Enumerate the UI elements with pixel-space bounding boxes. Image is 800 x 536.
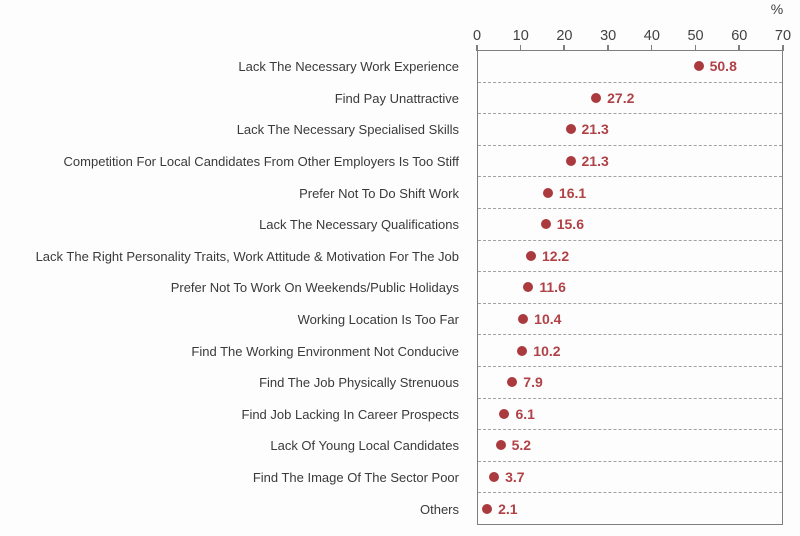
category-label: Lack The Necessary Work Experience: [238, 59, 459, 75]
axis-tick-label: 10: [512, 28, 529, 44]
axis-tick: [738, 45, 740, 51]
value-label: 21.3: [581, 121, 609, 138]
data-point-dot: [565, 124, 576, 135]
data-point-dot: [523, 282, 534, 293]
value-label: 15.6: [556, 216, 584, 233]
axis-tick: [476, 45, 478, 51]
value-label: 7.9: [523, 374, 543, 391]
category-label: Others: [419, 501, 459, 517]
chart-row: 15.6: [478, 209, 782, 241]
data-point-dot: [482, 503, 493, 514]
data-point-dot: [525, 250, 536, 261]
value-label: 27.2: [607, 89, 635, 106]
chart-row: 16.1: [478, 177, 782, 209]
chart-row: 50.8: [478, 51, 782, 83]
category-label: Lack Of Young Local Candidates: [270, 438, 459, 454]
chart-row: 11.6: [478, 272, 782, 304]
chart-row: 21.3: [478, 146, 782, 178]
data-point-dot: [693, 61, 704, 72]
axis-tick-label: 50: [687, 28, 704, 44]
plot-area: 50.8 27.2 21.3 21.3 16.1 15.6 12.2 11.6 10.4 10.2…: [477, 51, 783, 525]
category-label: Lack The Right Personality Traits, Work …: [35, 248, 459, 264]
value-label: 3.7: [505, 469, 525, 486]
value-label: 2.1: [498, 500, 518, 517]
axis-line: [476, 45, 784, 51]
value-label: 11.6: [539, 279, 566, 296]
category-label: Find The Working Environment Not Conduci…: [191, 343, 459, 359]
value-label: 50.8: [709, 58, 737, 75]
axis-unit-label: %: [770, 1, 784, 17]
axis-tick: [694, 45, 697, 51]
chart-row: 10.2: [478, 335, 782, 367]
data-point-dot: [489, 472, 500, 483]
data-point-dot: [518, 314, 529, 325]
category-label: Lack The Necessary Specialised Skills: [236, 122, 459, 138]
chart-row: 7.9: [478, 367, 782, 399]
chart-row: 3.7: [478, 462, 782, 494]
value-label: 10.4: [534, 311, 562, 328]
data-point-dot: [517, 345, 528, 356]
category-label: Find The Job Physically Strenuous: [259, 375, 459, 391]
category-label: Prefer Not To Do Shift Work: [299, 185, 459, 201]
value-label: 21.3: [581, 153, 609, 170]
axis-tick: [782, 45, 784, 51]
category-label: Find Pay Unattractive: [334, 90, 459, 106]
axis-tick: [563, 45, 565, 51]
value-label: 6.1: [515, 405, 535, 422]
category-label: Find Job Lacking In Career Prospects: [241, 406, 460, 422]
value-label: 5.2: [511, 437, 532, 454]
category-labels-column: Lack The Necessary Work Experience Find P…: [0, 51, 468, 525]
data-point-dot: [499, 408, 510, 419]
chart-row: 10.4: [478, 304, 782, 336]
category-label: Find The Image Of The Sector Poor: [252, 470, 459, 486]
axis-tick: [607, 45, 609, 51]
value-label: 12.2: [541, 247, 570, 264]
axis-tick-label: 60: [731, 28, 748, 44]
category-label: Lack The Necessary Qualifications: [259, 217, 459, 233]
data-point-dot: [495, 440, 506, 451]
axis-tick-label: 20: [556, 28, 573, 44]
chart-row: 21.3: [478, 114, 782, 146]
chart-row: 2.1: [478, 493, 782, 524]
chart-row: 27.2: [478, 83, 782, 115]
data-point-dot: [565, 156, 576, 167]
data-point-dot: [542, 187, 553, 198]
data-point-dot: [507, 377, 518, 388]
category-label: Competition For Local Candidates From Ot…: [63, 154, 459, 170]
chart-row: 5.2: [478, 430, 782, 462]
chart-row: 6.1: [478, 399, 782, 431]
chart-row: 12.2: [478, 241, 782, 273]
axis-tick-label: 70: [774, 28, 792, 44]
category-label: Prefer Not To Work On Weekends/Public Ho…: [170, 280, 459, 296]
category-label: Working Location Is Too Far: [297, 312, 459, 328]
axis-tick-label: 40: [643, 28, 660, 44]
value-label: 16.1: [558, 184, 587, 201]
axis-tick-label: 30: [600, 28, 617, 44]
data-point-dot: [591, 92, 602, 103]
axis-tick: [650, 45, 653, 51]
value-label: 10.2: [533, 342, 561, 359]
axis-tick: [519, 45, 522, 51]
top-axis: % 0 10 20 30 40 50 60 70: [473, 0, 791, 51]
axis-tick-label: 0: [472, 28, 482, 44]
data-point-dot: [540, 219, 551, 230]
